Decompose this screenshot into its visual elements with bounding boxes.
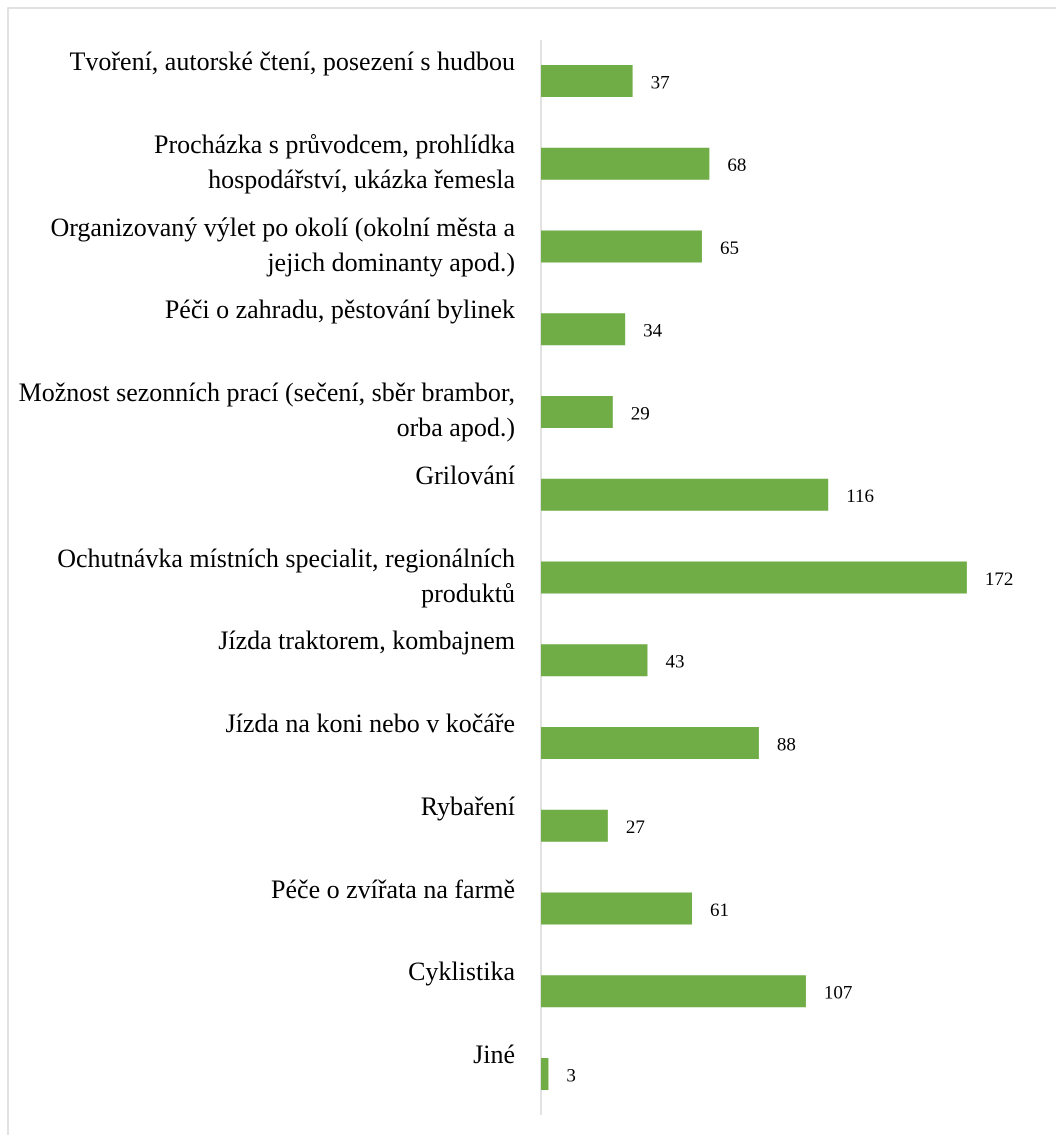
category-label: Jízda traktorem, kombajnem (218, 626, 515, 656)
bar (541, 313, 626, 346)
value-label: 107 (824, 983, 853, 1004)
value-label: 68 (727, 155, 746, 176)
category-label: Péči o zahradu, pěstování bylinek (164, 295, 515, 325)
value-label: 43 (665, 652, 684, 673)
value-label: 3 (566, 1065, 576, 1086)
bar (541, 478, 829, 511)
category-label: Možnost sezonních prací (sečení, sběr br… (18, 378, 515, 442)
value-label: 34 (643, 321, 663, 342)
bar (541, 892, 693, 925)
value-label: 65 (720, 238, 739, 259)
category-label: Rybaření (420, 791, 515, 821)
bar (541, 727, 759, 759)
value-label: 27 (626, 817, 645, 838)
bar (541, 147, 710, 180)
bar (541, 396, 613, 428)
category-label: Grilování (415, 460, 515, 490)
value-label: 61 (710, 900, 729, 921)
value-label: 37 (651, 72, 670, 93)
value-label: 88 (777, 734, 796, 755)
category-label: Ochutnávka místních specialit, regionáln… (57, 543, 515, 608)
category-label: Cyklistika (408, 957, 515, 987)
value-label: 29 (631, 403, 650, 424)
bar (541, 230, 702, 263)
bar (541, 561, 967, 594)
bar (541, 1058, 549, 1090)
category-label: Jízda na koni nebo v kočáře (225, 709, 515, 738)
category-label: Jiné (473, 1040, 515, 1069)
bar (541, 809, 608, 842)
bar (541, 65, 633, 97)
value-label: 116 (846, 486, 874, 507)
category-label: Tvoření, autorské čtení, posezení s hudb… (69, 47, 516, 76)
category-label: Procházka s průvodcem, prohlídka hospodá… (153, 129, 515, 194)
bar (541, 975, 806, 1008)
value-label: 172 (985, 569, 1014, 590)
frame (7, 7, 1056, 1135)
bar (541, 644, 648, 677)
category-label: Péče o zvířata na farmě (271, 874, 515, 904)
category-label: Organizovaný výlet po okolí (okolní měst… (50, 212, 515, 277)
